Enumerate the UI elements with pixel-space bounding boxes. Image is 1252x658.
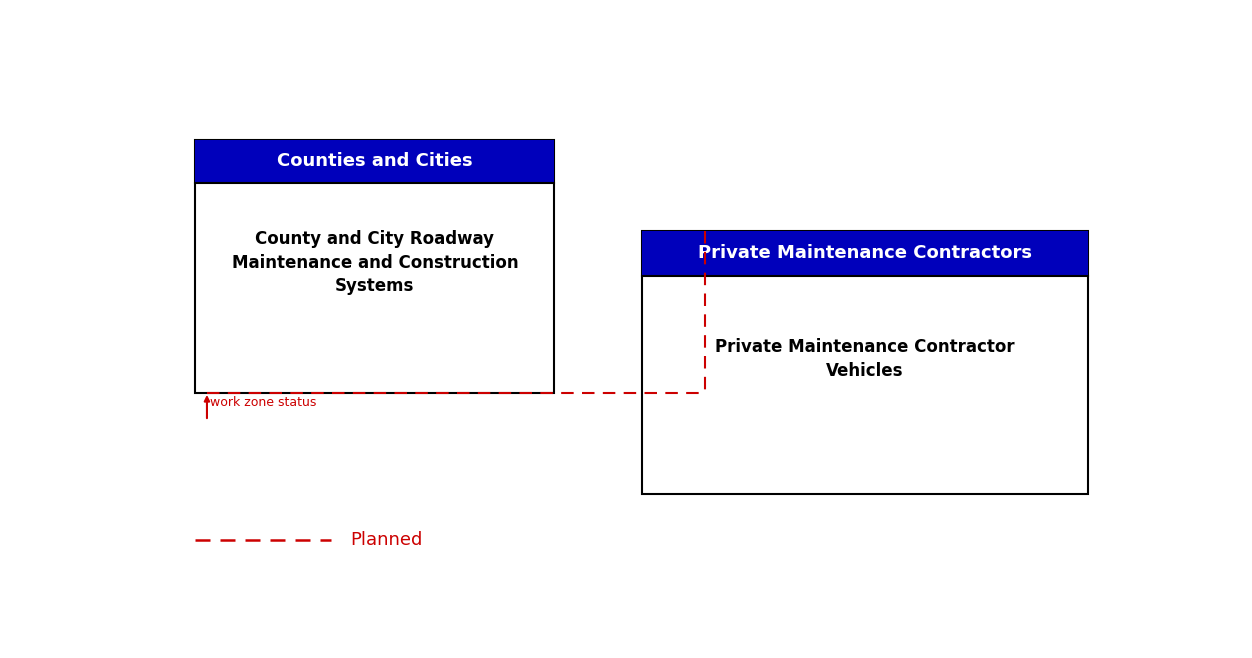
Text: Counties and Cities: Counties and Cities: [277, 152, 473, 170]
Bar: [641, 231, 1088, 276]
Bar: [195, 139, 555, 183]
Text: Planned: Planned: [351, 531, 423, 549]
Text: County and City Roadway
Maintenance and Construction
Systems: County and City Roadway Maintenance and …: [232, 230, 518, 295]
Text: work zone status: work zone status: [210, 395, 317, 409]
Bar: [195, 139, 555, 393]
Bar: [641, 231, 1088, 494]
Text: Private Maintenance Contractors: Private Maintenance Contractors: [697, 244, 1032, 263]
Text: Private Maintenance Contractor
Vehicles: Private Maintenance Contractor Vehicles: [715, 338, 1014, 380]
